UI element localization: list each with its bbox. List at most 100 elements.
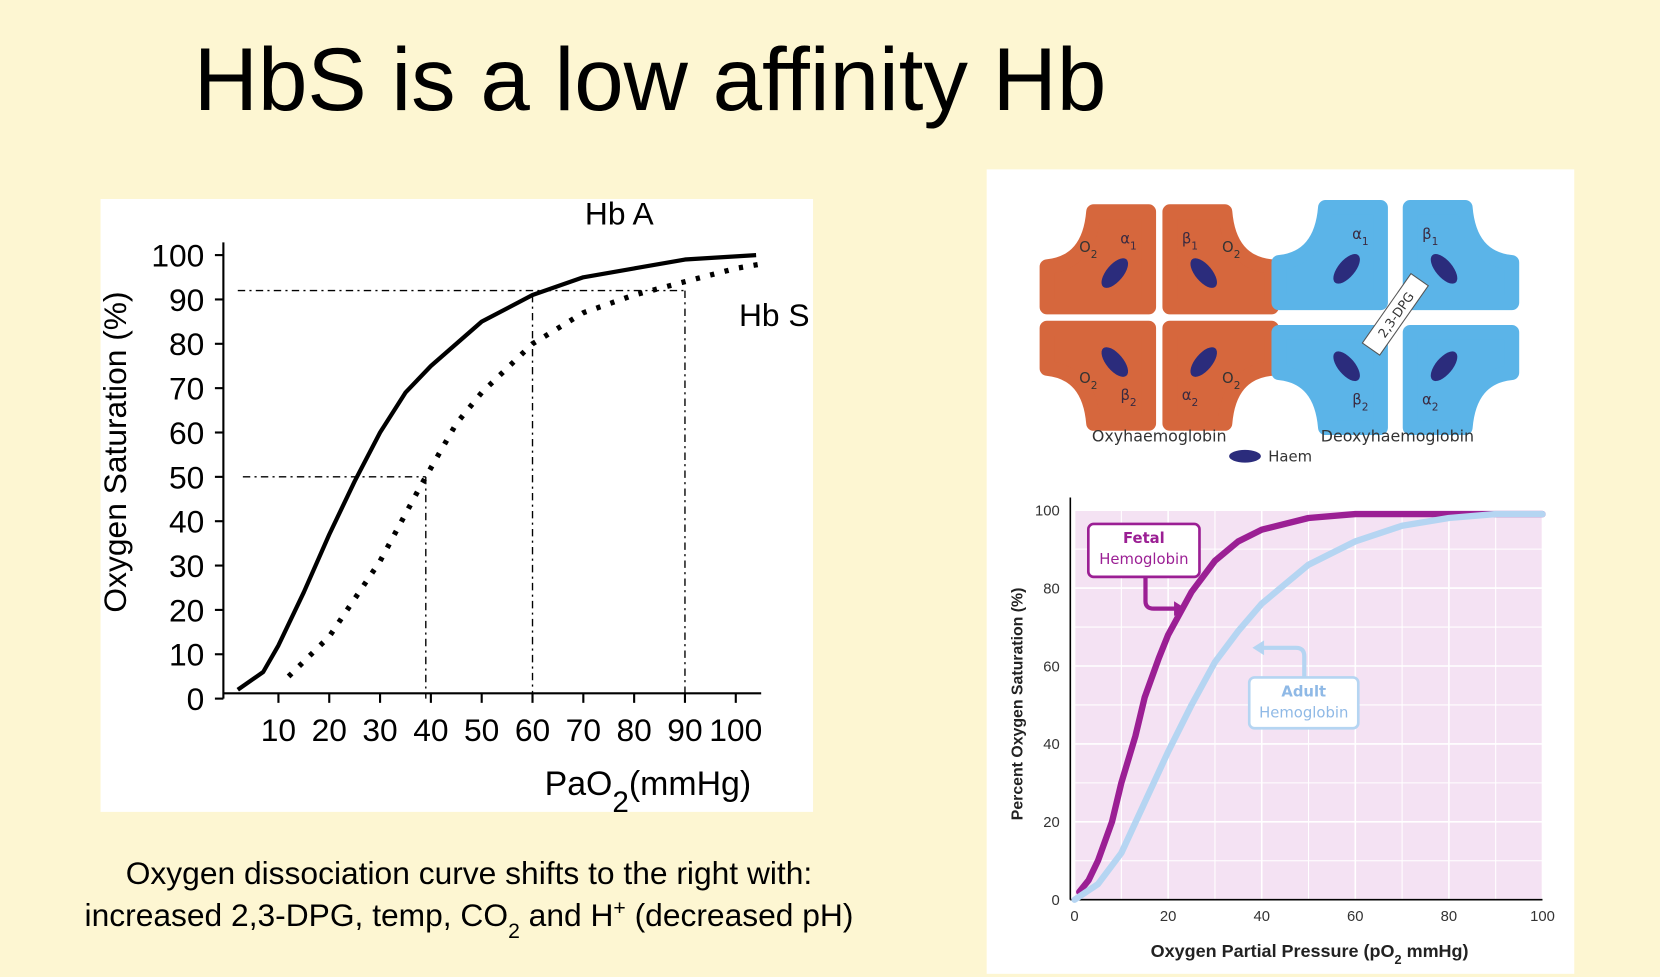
label: Oxygen Partial Pressure (pO2 mmHg) (1151, 941, 1469, 967)
diagram-label: Deoxyhaemoglobin (1321, 426, 1474, 445)
subunit (1402, 200, 1520, 311)
y-tick-label: 60 (1043, 659, 1059, 675)
label: α2 (1422, 391, 1439, 413)
label-text: O (1222, 239, 1234, 256)
arrow-head (1174, 601, 1186, 617)
y-tick-label: 20 (169, 592, 204, 628)
x-tick-label: 60 (1347, 909, 1363, 925)
caption-text: increased 2,3-DPG, temp, CO (85, 897, 509, 933)
y-tick-label: 50 (169, 459, 204, 495)
x-tick-label: 60 (515, 712, 550, 748)
label-text: O (1079, 239, 1091, 256)
x-tick-label: 40 (1253, 909, 1269, 925)
annotation-arrow (1259, 645, 1307, 680)
caption-sub: 2 (508, 920, 520, 943)
x-tick-label: 20 (1160, 909, 1176, 925)
haem (1190, 347, 1217, 377)
label-sub: 1 (1191, 240, 1198, 252)
series-label: Hb A (585, 195, 655, 231)
annotation-box (1086, 522, 1201, 579)
y-tick-label: 20 (1043, 815, 1059, 831)
subunit (1039, 204, 1157, 315)
x-tick-label: 0 (1070, 909, 1078, 925)
chart-panel (100, 198, 814, 812)
label: α2 (1182, 387, 1199, 409)
annotation-text: Adult Hemoglobin (1259, 683, 1349, 722)
y-tick-label: 30 (169, 548, 204, 584)
y-tick-label: 40 (169, 504, 204, 540)
x-tick-label: 30 (362, 712, 397, 748)
y-tick-label: 100 (1035, 504, 1060, 520)
y-tick-label: 70 (169, 371, 204, 407)
label-text: Oxygen Partial Pressure (pO (1151, 941, 1395, 961)
subunit (1402, 324, 1520, 436)
y-tick-label: 80 (1043, 581, 1059, 597)
label-text: α (1120, 230, 1130, 247)
label-text: α (1182, 387, 1192, 404)
y-tick-label: 0 (187, 681, 205, 717)
x-tick-label: 100 (1530, 909, 1555, 925)
label-sub: 2 (1191, 397, 1198, 409)
haem (1101, 258, 1129, 288)
label-sub: 1 (1432, 236, 1439, 248)
haem (1430, 254, 1458, 284)
x-tick-label: 70 (566, 712, 601, 748)
x-tick-label: 50 (464, 712, 499, 748)
series-label: Hb S (739, 297, 810, 333)
x-tick-label: 20 (312, 712, 347, 748)
x-tick-label: 40 (413, 712, 448, 748)
label-text: mmHg) (1402, 941, 1469, 961)
subunit (1162, 204, 1279, 315)
y-axis-label: Percent Oxygen Saturation (%) (1010, 588, 1027, 821)
x-tick-label: 10 (261, 712, 296, 748)
series-line (236, 252, 757, 692)
caption-sup: + (613, 897, 625, 920)
label-text: O (1222, 370, 1234, 387)
subunit (1271, 324, 1388, 436)
label-sub: 2 (1091, 249, 1098, 261)
subunit (1039, 320, 1157, 431)
slide-title: HbS is a low affinity Hb (194, 30, 1107, 129)
y-tick-label: 100 (151, 238, 204, 274)
chart: 0 20 40 60 80 100 0 20 40 60 80 100 Percent Oxygen S… (1010, 497, 1555, 967)
subunit (1271, 200, 1388, 311)
label: O2 (1222, 370, 1240, 392)
caption-text: and H (520, 897, 614, 933)
label-text: β (1422, 226, 1431, 243)
x-tick-label: 100 (709, 712, 762, 748)
label-sub: 2 (1432, 401, 1439, 413)
y-tick-label: 90 (169, 282, 204, 318)
annotation-text: Fetal Hemoglobin (1099, 530, 1189, 569)
caption-line: increased 2,3-DPG, temp, CO2 and H+ (dec… (85, 897, 854, 943)
haem (1430, 351, 1458, 382)
label: β2 (1120, 387, 1136, 409)
x-tick-label: 90 (667, 712, 702, 748)
caption-line: Oxygen dissociation curve shifts to the … (126, 855, 813, 891)
annotation-box (1247, 676, 1360, 730)
caption-text: (decreased pH) (626, 897, 854, 933)
label-sub: 2 (1395, 953, 1402, 967)
y-tick-label: 80 (169, 326, 204, 362)
label: β1 (1182, 230, 1198, 252)
label-text: β (1352, 391, 1361, 408)
label: β2 (1352, 391, 1368, 413)
haem (1190, 258, 1217, 288)
label: O2 (1079, 239, 1097, 261)
label-sub: 2 (1234, 380, 1241, 392)
label: PaO2(mmHg) (545, 765, 752, 818)
label-text: PaO (545, 765, 613, 803)
label: β1 (1422, 226, 1438, 248)
label-text: α (1352, 226, 1362, 243)
annotation-arrow (1143, 575, 1178, 611)
x-tick-label: 80 (1441, 909, 1457, 925)
haem (1101, 347, 1129, 377)
haem (1333, 254, 1360, 284)
legend-marker (1229, 449, 1261, 463)
series-line (1071, 510, 1546, 903)
label-text: β (1120, 387, 1129, 404)
label-sub: 2 (1362, 401, 1369, 413)
